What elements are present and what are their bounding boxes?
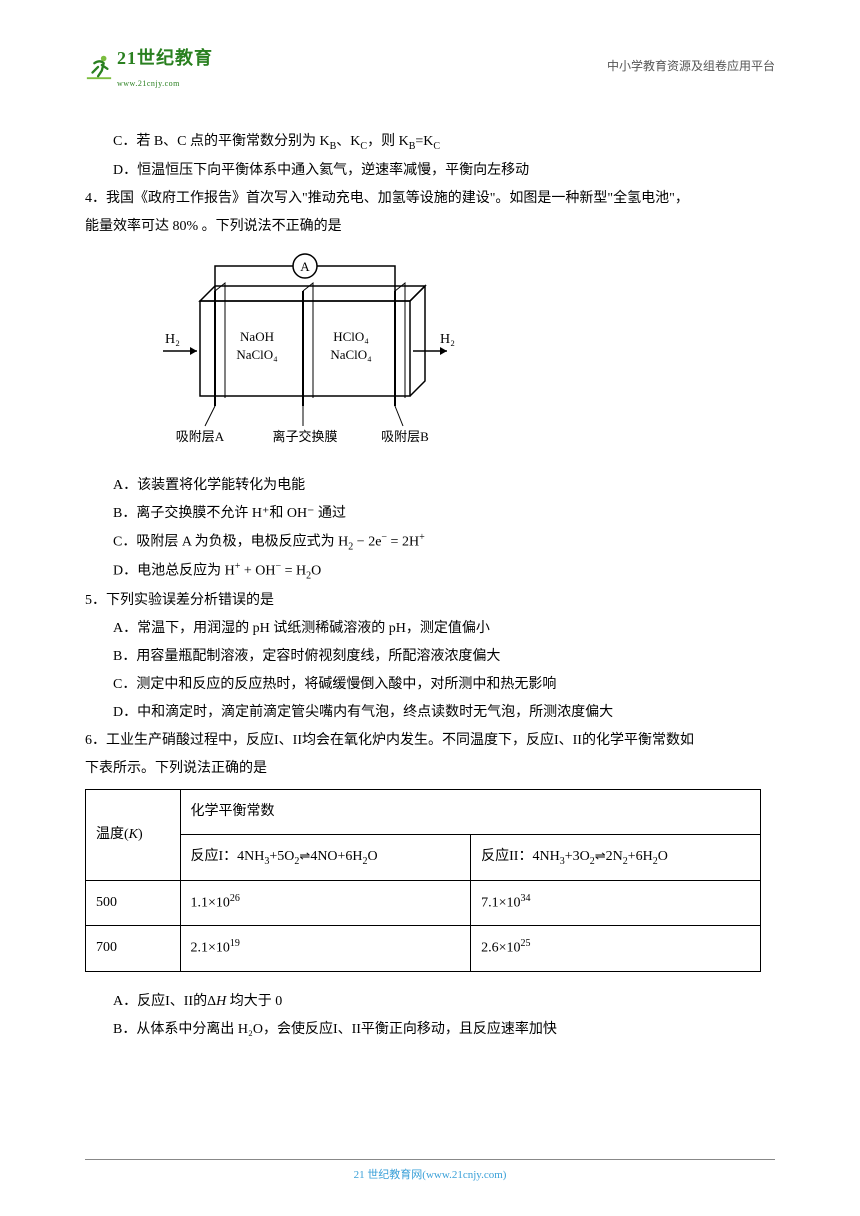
q6-stem-2: 下表所示。下列说法正确的是 [85,755,775,783]
cell-v22: 2.6×1025 [471,926,761,972]
svg-text:吸附层A: 吸附层A [176,429,225,444]
q5-stem: 5．下列实验误差分析错误的是 [85,587,775,615]
q5-option-b: B．用容量瓶配制溶液，定容时俯视刻度线，所配溶液浓度偏大 [85,643,775,671]
cell-v21: 2.1×1019 [180,926,471,972]
q4-cell-diagram: A H₂ H₂ NaOH NaClO₄ HClO₄ [145,251,775,462]
svg-text:HClO₄: HClO₄ [333,329,369,344]
logo-text-block: 21世纪教育 www.21cnjy.com [117,40,213,92]
ammeter-label: A [300,259,310,274]
q3-option-c: C．若 B、C 点的平衡常数分别为 KB、KC，则 KB=KC [85,128,775,157]
th-reaction-1: 反应I：4NH3+5O2⇌4NO+6H2O [180,834,471,880]
logo: 21世纪教育 www.21cnjy.com [85,40,213,92]
q6-option-a: A．反应I、II的ΔH 均大于 0 [85,988,775,1016]
svg-text:H₂: H₂ [165,332,180,347]
q4-option-d: D．电池总反应为 H+ + OH− = H2O [85,557,775,586]
q6-table: 温度(K) 化学平衡常数 反应I：4NH3+5O2⇌4NO+6H2O 反应II：… [85,789,761,972]
logo-running-icon [85,52,113,80]
cell-v11: 1.1×1026 [180,880,471,926]
document-body: C．若 B、C 点的平衡常数分别为 KB、KC，则 KB=KC D．恒温恒压下向… [85,128,775,1044]
svg-text:NaOH: NaOH [240,329,274,344]
q5-option-d: D．中和滴定时，滴定前滴定管尖嘴内有气泡，终点读数时无气泡，所测浓度偏大 [85,699,775,727]
q6-option-b: B．从体系中分离出 H₂O，会使反应I、II平衡正向移动，且反应速率加快 [85,1016,775,1044]
q5-option-c: C．测定中和反应的反应热时，将碱缓慢倒入酸中，对所测中和热无影响 [85,671,775,699]
cell-v12: 7.1×1034 [471,880,761,926]
svg-text:NaClO₄: NaClO₄ [330,347,372,362]
q5-option-a: A．常温下，用润湿的 pH 试纸测稀碱溶液的 pH，测定值偏小 [85,615,775,643]
th-temperature: 温度(K) [86,789,181,880]
page-footer: 21 世纪教育网(www.21cnjy.com) [85,1159,775,1186]
cell-t2: 700 [86,926,181,972]
svg-text:吸附层B: 吸附层B [381,429,429,444]
svg-text:离子交换膜: 离子交换膜 [272,429,337,444]
cell-t1: 500 [86,880,181,926]
q4-option-a: A．该装置将化学能转化为电能 [85,472,775,500]
q3-option-d: D．恒温恒压下向平衡体系中通入氦气，逆速率减慢，平衡向左移动 [85,157,775,185]
q4-stem-1: 4．我国《政府工作报告》首次写入"推动充电、加氢等设施的建设"。如图是一种新型"… [85,185,775,213]
q4-option-c: C．吸附层 A 为负极，电极反应式为 H2 − 2e− = 2H+ [85,528,775,557]
svg-text:NaClO₄: NaClO₄ [236,347,278,362]
th-constant: 化学平衡常数 [180,789,761,834]
page-header: 21世纪教育 www.21cnjy.com 中小学教育资源及组卷应用平台 [85,40,775,98]
header-right-text: 中小学教育资源及组卷应用平台 [607,54,775,78]
logo-main-text: 21世纪教育 [117,40,213,76]
q4-option-b: B．离子交换膜不允许 H⁺和 OH⁻ 通过 [85,500,775,528]
svg-text:H₂: H₂ [440,332,455,347]
q4-stem-2: 能量效率可达 80% 。下列说法不正确的是 [85,213,775,241]
logo-sub-text: www.21cnjy.com [117,76,213,92]
th-reaction-2: 反应II：4NH3+3O2⇌2N2+6H2O [471,834,761,880]
q6-stem-1: 6．工业生产硝酸过程中，反应I、II均会在氧化炉内发生。不同温度下，反应I、II… [85,727,775,755]
